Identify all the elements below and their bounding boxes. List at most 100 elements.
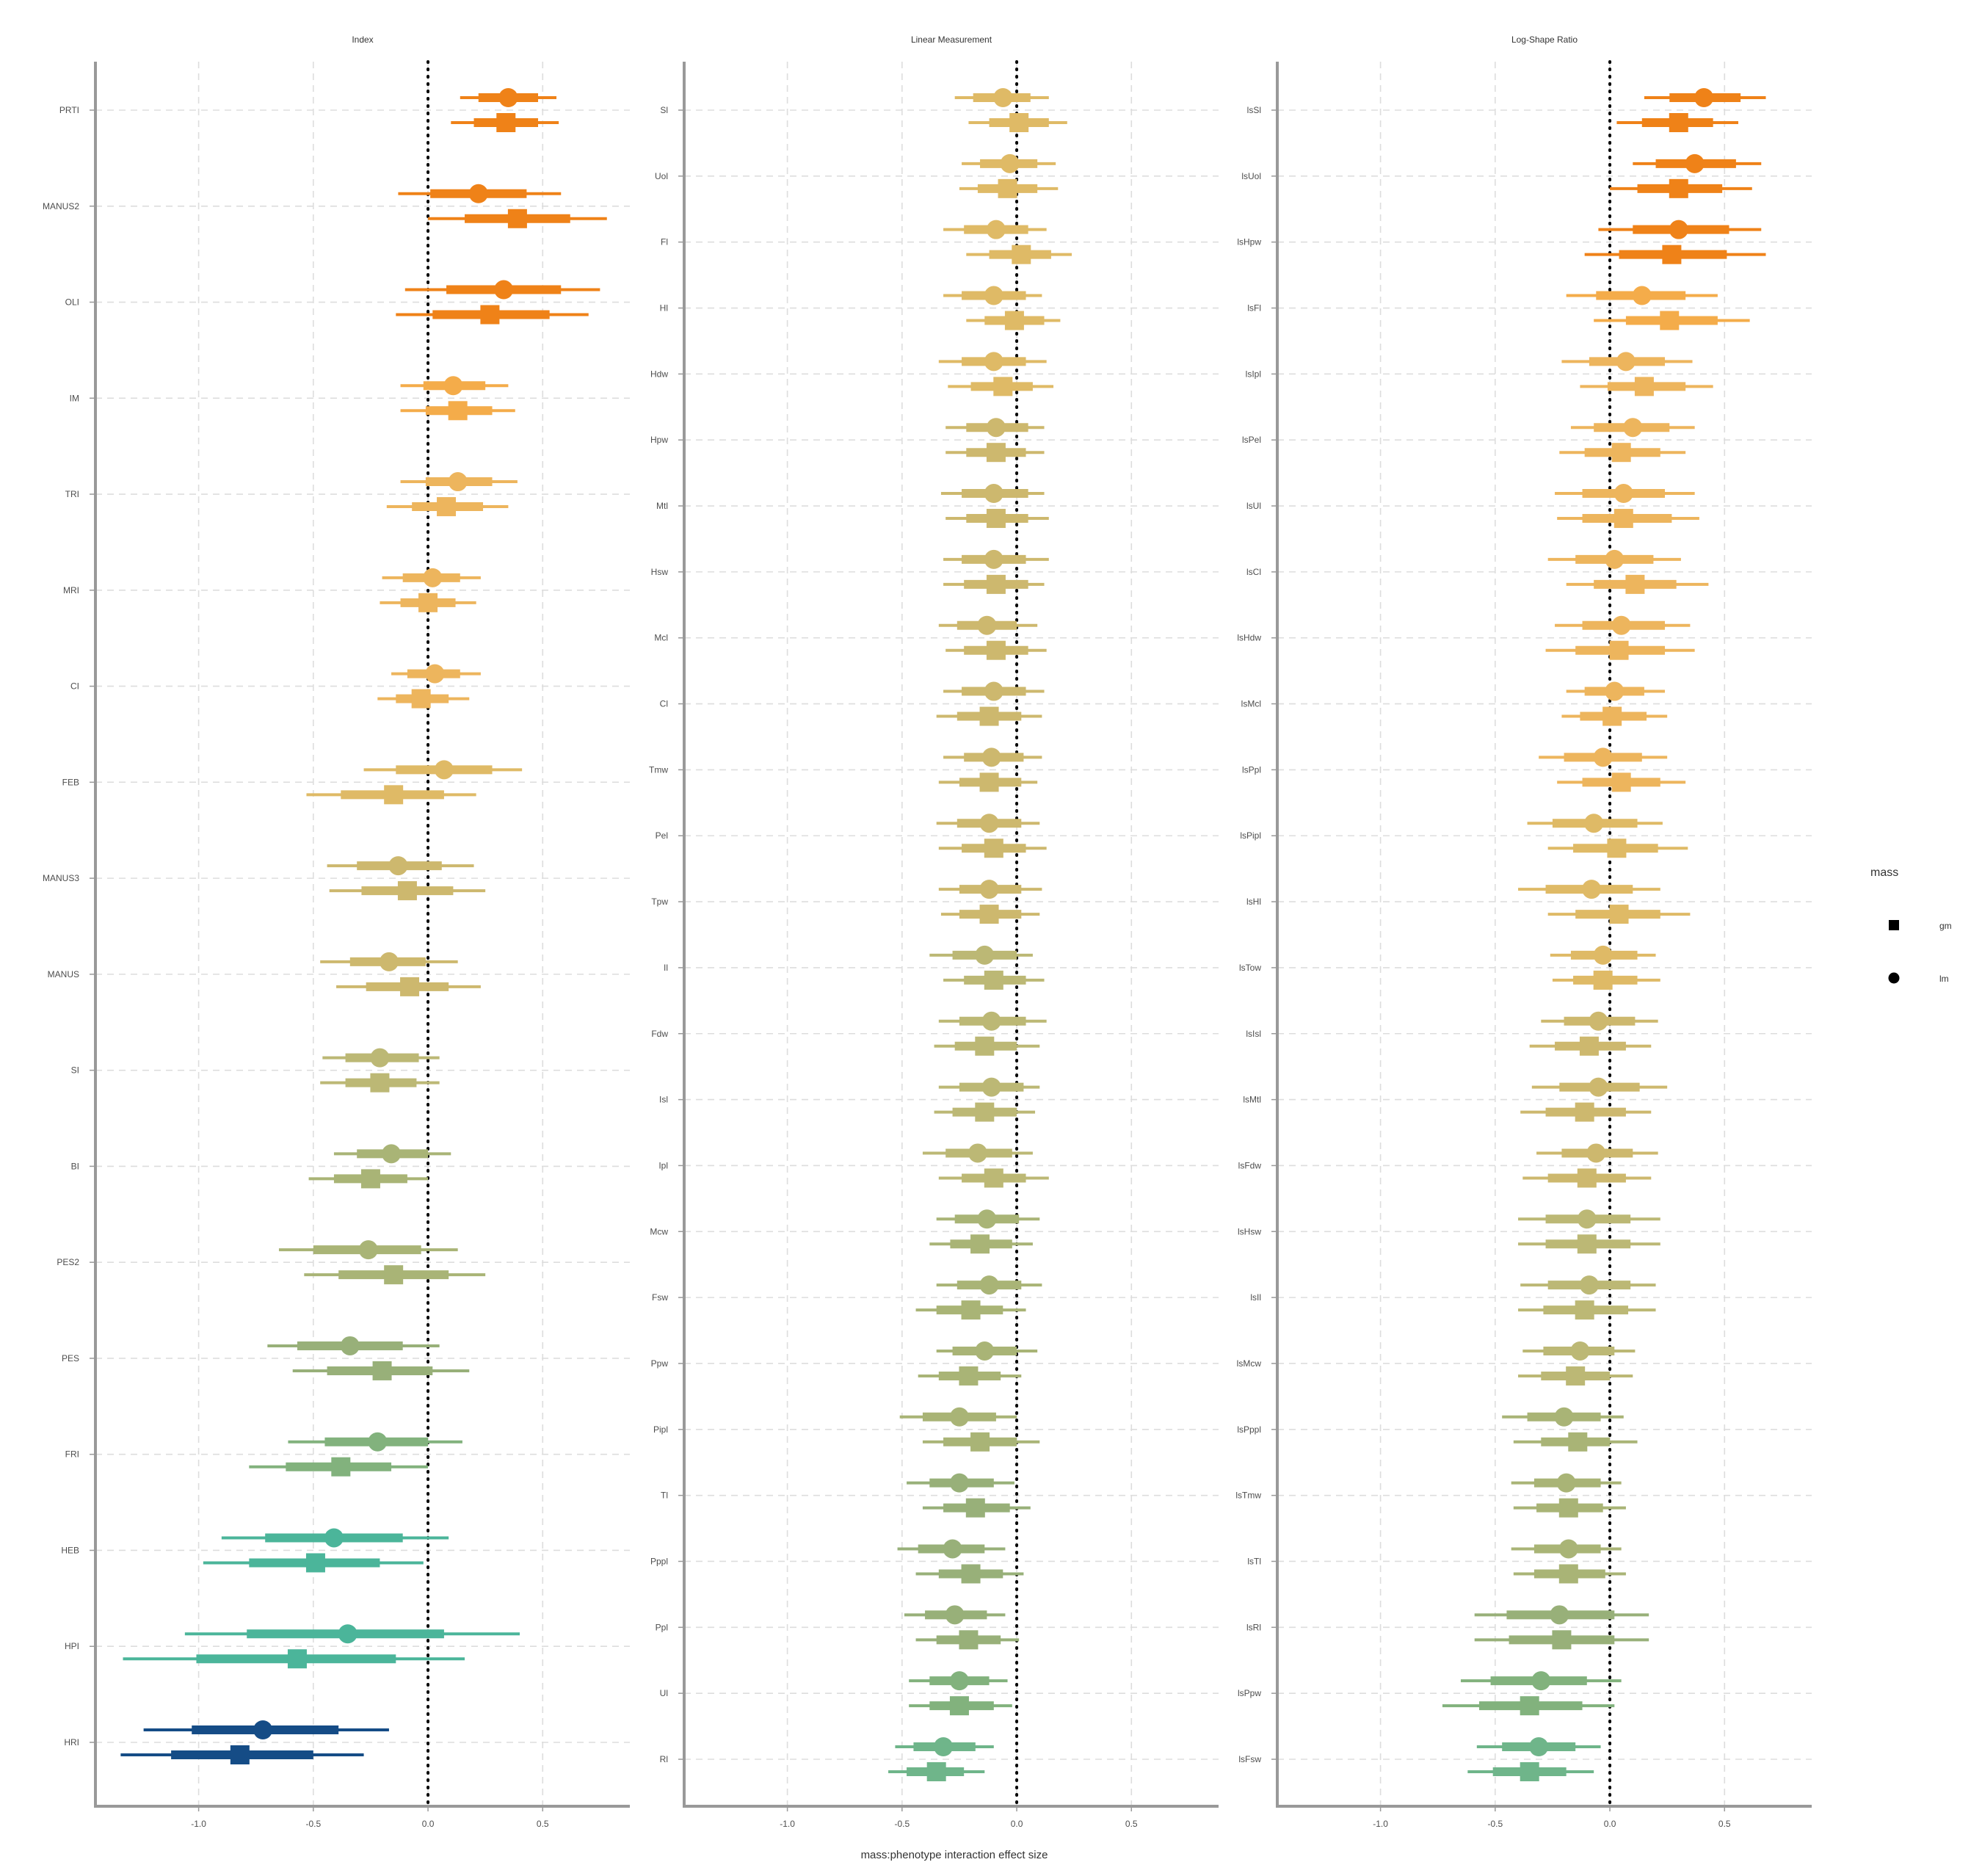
y-tick-label: lsUl <box>1246 501 1261 511</box>
lm-estimate-point <box>1605 549 1625 569</box>
y-tick-label: Hpw <box>650 435 668 445</box>
gm-estimate-point <box>965 1498 985 1518</box>
gm-estimate-point <box>1607 839 1627 858</box>
lm-estimate-point <box>1611 615 1631 635</box>
lm-estimate-point <box>1589 1077 1608 1097</box>
gm-estimate-point <box>331 1457 351 1477</box>
lm-estimate-point <box>324 1528 344 1548</box>
lm-estimate-point <box>1000 153 1020 173</box>
panels: Index -1.0 -0.5 0.0 0.5 PRTI MANUS2 OLI IM TRI MRI… <box>43 35 1812 1829</box>
gm-estimate-point <box>1012 245 1031 264</box>
lm-estimate-point <box>1669 220 1688 239</box>
x-tick-label: 0.0 <box>1604 1819 1616 1829</box>
gm-estimate-point <box>370 1073 390 1093</box>
lm-estimate-point <box>981 1011 1001 1031</box>
y-tick-label: lsHpw <box>1237 237 1261 247</box>
gm-estimate-point <box>959 1630 979 1650</box>
lm-estimate-point <box>975 1341 995 1361</box>
lm-estimate-point <box>1558 1539 1578 1559</box>
lm-estimate-point <box>1584 814 1604 833</box>
x-tick-label: -1.0 <box>1373 1819 1388 1829</box>
y-tick-label: Il <box>664 963 668 973</box>
gm-estimate-point <box>397 881 417 901</box>
lm-estimate-point <box>984 352 1003 372</box>
lm-estimate-point <box>358 1240 378 1260</box>
gm-estimate-point <box>1575 1102 1594 1122</box>
gm-estimate-point <box>998 178 1017 198</box>
lm-estimate-point <box>968 1143 987 1163</box>
legend: mass gm lm <box>1870 866 1952 984</box>
y-tick-label: TRI <box>65 489 79 499</box>
legend-label-gm: gm <box>1939 921 1952 931</box>
gm-estimate-point <box>1004 311 1024 330</box>
gm-estimate-point <box>1609 640 1629 660</box>
lm-estimate-point <box>498 88 518 107</box>
lm-estimate-point <box>1570 1341 1590 1361</box>
gm-estimate-point <box>993 377 1013 396</box>
gm-estimate-point <box>970 1432 990 1452</box>
panel-title: Log-Shape Ratio <box>1511 35 1578 45</box>
lm-estimate-point <box>448 472 468 492</box>
y-tick-label: lsTmw <box>1235 1491 1261 1501</box>
gm-estimate-point <box>1566 1366 1586 1386</box>
y-tick-label: lsPel <box>1242 435 1261 445</box>
y-tick-label: FEB <box>62 777 79 787</box>
gm-estimate-point <box>986 509 1006 529</box>
y-tick-label: lsMcw <box>1237 1358 1262 1369</box>
x-tick-label: -0.5 <box>1487 1819 1503 1829</box>
gm-estimate-point <box>384 1265 404 1285</box>
y-tick-label: FRI <box>65 1449 79 1460</box>
gm-estimate-point <box>979 905 999 924</box>
y-tick-label: lsPppl <box>1237 1424 1261 1435</box>
gm-estimate-point <box>979 772 999 792</box>
lm-estimate-point <box>1623 418 1643 438</box>
gm-estimate-point <box>1579 1036 1599 1056</box>
panel-2: Log-Shape Ratio -1.0 -0.5 0.0 0.5 lsSl lsUol ls… <box>1235 35 1812 1829</box>
y-tick-label: lsTl <box>1247 1556 1261 1566</box>
legend-key-gm-square <box>1889 920 1899 930</box>
gm-estimate-point <box>1568 1432 1588 1452</box>
lm-estimate-point <box>945 1605 965 1625</box>
y-tick-label: PRTI <box>59 105 79 115</box>
y-tick-label: Pppl <box>650 1556 668 1566</box>
lm-estimate-point <box>1694 88 1714 107</box>
lm-estimate-point <box>977 615 997 635</box>
gm-estimate-point <box>1611 443 1631 463</box>
lm-estimate-point <box>977 1209 997 1229</box>
y-tick-label: Rl <box>660 1754 668 1764</box>
y-tick-label: HEB <box>61 1545 79 1555</box>
lm-estimate-point <box>468 184 488 203</box>
lm-estimate-point <box>984 484 1003 504</box>
x-tick-label: 0.0 <box>422 1819 435 1829</box>
lm-estimate-point <box>979 880 999 899</box>
gm-estimate-point <box>305 1553 325 1573</box>
gm-estimate-point <box>287 1649 307 1669</box>
y-tick-label: CI <box>70 681 79 692</box>
gm-estimate-point <box>372 1361 392 1380</box>
gm-estimate-point <box>1520 1762 1539 1781</box>
gm-estimate-point <box>1577 1234 1597 1254</box>
y-tick-label: lsFdw <box>1238 1160 1262 1170</box>
panel-1: Linear Measurement -1.0 -0.5 0.0 0.5 Sl Uol Fl H… <box>649 35 1219 1829</box>
gm-estimate-point <box>1602 706 1622 726</box>
gm-estimate-point <box>961 1564 981 1584</box>
lm-estimate-point <box>1616 352 1636 372</box>
lm-estimate-point <box>443 376 463 396</box>
lm-estimate-point <box>1577 1209 1597 1229</box>
lm-estimate-point <box>1579 1275 1599 1295</box>
gm-estimate-point <box>1609 905 1629 924</box>
lm-estimate-point <box>979 814 999 833</box>
y-tick-label: Cl <box>660 699 668 709</box>
y-tick-label: PES2 <box>57 1257 79 1267</box>
lm-estimate-point <box>1554 1407 1574 1427</box>
lm-estimate-point <box>1589 1011 1608 1031</box>
gm-estimate-point <box>1009 113 1029 132</box>
y-tick-label: HRI <box>64 1737 79 1748</box>
gm-estimate-point <box>984 839 1003 858</box>
lm-estimate-point <box>434 760 454 780</box>
gm-estimate-point <box>360 1169 380 1189</box>
y-tick-label: Fdw <box>651 1029 668 1039</box>
lm-estimate-point <box>1586 1143 1606 1163</box>
lm-estimate-point <box>984 286 1003 305</box>
y-tick-label: lsPipl <box>1240 830 1261 841</box>
